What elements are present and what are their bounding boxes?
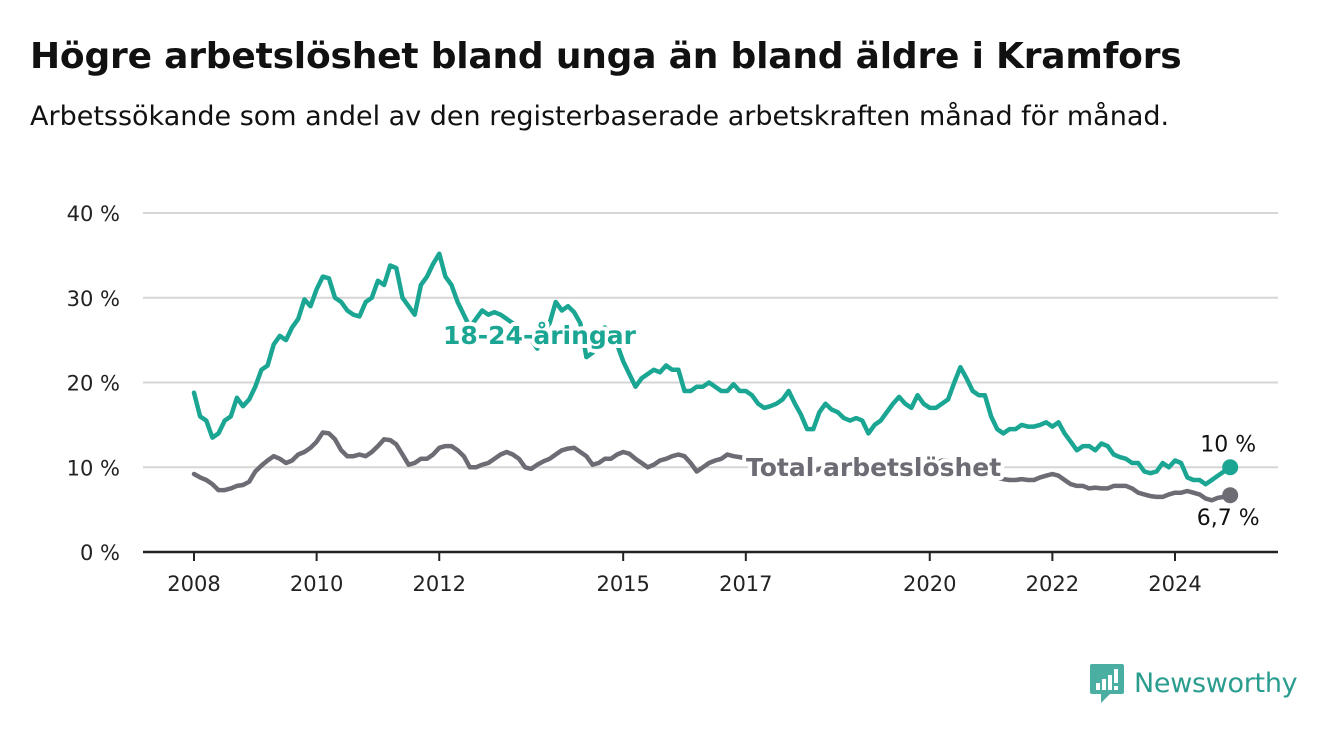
series-lines <box>191 251 1239 504</box>
y-tick-label: 20 % <box>67 372 120 396</box>
series-label-total: Total arbetslöshet <box>746 453 1001 482</box>
series-labels: 10 % 6,7 % 18-24-åringar Total arbetslöshet <box>439 317 1263 534</box>
y-tick-label: 0 % <box>80 541 120 565</box>
x-tick-label: 2017 <box>719 572 772 596</box>
series-line-0 <box>191 251 1233 487</box>
newsworthy-brand: Newsworthy <box>1088 662 1298 704</box>
series-line-1 <box>191 430 1233 503</box>
chart-title: Högre arbetslöshet bland unga än bland ä… <box>30 36 1182 77</box>
y-tick-label: 10 % <box>67 456 120 480</box>
newsworthy-logo-icon <box>1090 664 1124 703</box>
series-end-label-1: 6,7 % <box>1197 506 1260 531</box>
chart-subtitle: Arbetssökande som andel av den registerb… <box>30 101 1170 132</box>
x-tick-label: 2020 <box>903 572 956 596</box>
brand-name: Newsworthy <box>1134 667 1298 699</box>
grid-lines <box>143 212 1278 469</box>
y-tick-label: 40 % <box>67 202 120 226</box>
x-tick-label: 2022 <box>1026 572 1079 596</box>
x-axis-ticks: 2008 2010 2012 2015 2017 2020 2022 2024 <box>143 550 1278 596</box>
x-tick-label: 2008 <box>167 572 220 596</box>
y-axis-ticks: 0 % 10 % 20 % 30 % 40 % <box>67 202 120 565</box>
x-tick-label: 2010 <box>290 572 343 596</box>
series-end-marker-1 <box>1222 487 1239 504</box>
series-end-label-0: 10 % <box>1200 432 1256 457</box>
x-tick-label: 2024 <box>1148 572 1201 596</box>
y-tick-label: 30 % <box>67 287 120 311</box>
x-tick-label: 2015 <box>596 572 649 596</box>
series-end-marker-0 <box>1222 459 1239 476</box>
x-tick-label: 2012 <box>413 572 466 596</box>
series-label-youth: 18-24-åringar <box>443 321 637 350</box>
